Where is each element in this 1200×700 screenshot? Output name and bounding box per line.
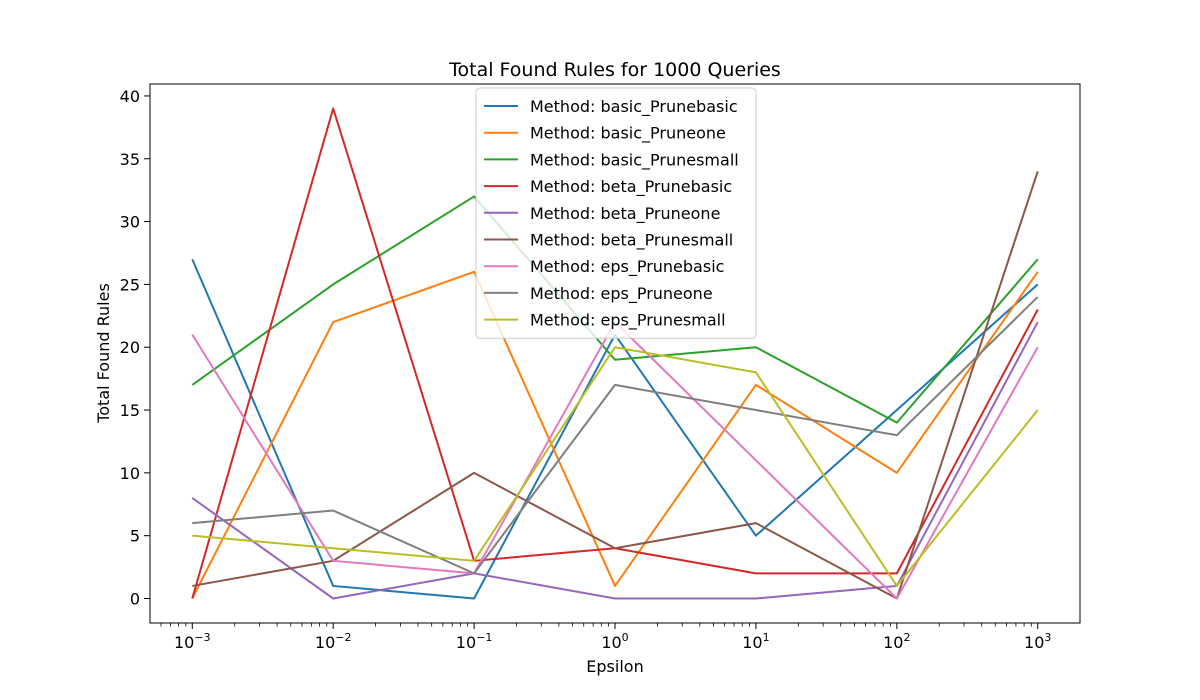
legend-entry: Method: eps_Prunebasic	[530, 257, 724, 277]
y-axis: 0 5 10 15 20 25 30 35 40	[120, 87, 150, 609]
series-line-8	[192, 296, 1039, 575]
x-tick-label: 101	[742, 631, 769, 652]
x-tick-label: 100	[601, 631, 628, 652]
y-tick-label: 25	[120, 275, 140, 294]
legend-entry: Method: basic_Prunesmall	[530, 150, 739, 170]
series-line-2	[191, 270, 1039, 599]
legend: Method: basic_Prunebasic Method: basic_Pr…	[475, 87, 757, 339]
y-tick-label: 15	[120, 401, 140, 420]
x-tick-label: 10−1	[456, 631, 493, 652]
y-tick-label: 20	[120, 338, 140, 357]
x-tick-label: 103	[1024, 631, 1051, 652]
legend-entry: Method: eps_Prunesmall	[530, 311, 726, 331]
y-tick-label: 5	[130, 527, 140, 546]
y-tick-label: 0	[130, 590, 140, 609]
legend-box	[475, 87, 757, 339]
y-tick-label: 30	[120, 213, 140, 232]
legend-entry: Method: beta_Prunesmall	[530, 231, 733, 251]
x-tick-label: 102	[883, 631, 910, 652]
legend-entry: Method: basic_Prunebasic	[530, 97, 738, 117]
y-tick-label: 35	[120, 150, 140, 169]
legend-entry: Method: eps_Pruneone	[530, 284, 713, 304]
series-line-3	[191, 195, 1039, 424]
legend-entry: Method: beta_Prunebasic	[530, 177, 732, 197]
x-axis-label: Epsilon	[586, 657, 643, 676]
chart-title: Total Found Rules for 1000 Queries	[448, 59, 781, 81]
legend-entry: Method: basic_Pruneone	[530, 124, 726, 144]
y-tick-label: 10	[120, 464, 140, 483]
x-tick-label: 10−3	[174, 631, 211, 652]
y-tick-label: 40	[120, 87, 140, 106]
x-axis: 10−3 10−2 10−1 100 101 102 103	[160, 623, 1051, 652]
y-axis-label: Total Found Rules	[94, 283, 113, 424]
x-tick-label: 10−2	[315, 631, 352, 652]
series-line-9	[192, 346, 1039, 587]
series-lines	[191, 107, 1039, 600]
legend-entry: Method: beta_Pruneone	[530, 204, 720, 224]
